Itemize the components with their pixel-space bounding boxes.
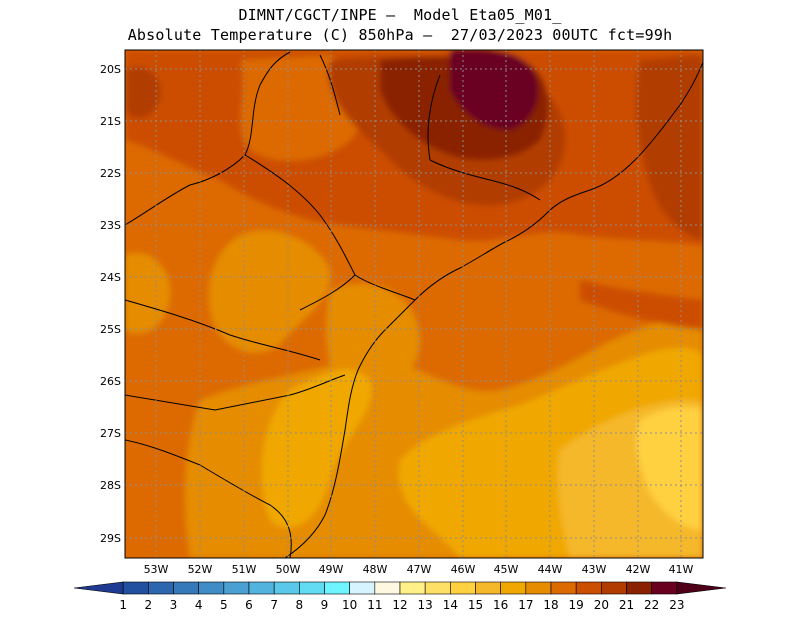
temperature-field bbox=[125, 50, 703, 558]
colorbar-label: 3 bbox=[170, 598, 178, 612]
colorbar-swatch bbox=[173, 581, 199, 595]
colorbar-swatch bbox=[324, 581, 350, 595]
colorbar-swatch bbox=[626, 581, 652, 595]
colorbar-swatch bbox=[525, 581, 552, 595]
lat-lon-grid bbox=[125, 50, 703, 558]
colorbar-label: 8 bbox=[296, 598, 304, 612]
lat-tick-20s: 20S bbox=[100, 63, 121, 76]
colorbar-label: 2 bbox=[145, 598, 153, 612]
chart-title-line1: DIMNT/CGCT/INPE – Model Eta05_M01_ bbox=[238, 6, 562, 24]
lon-tick-50w: 50W bbox=[276, 563, 301, 576]
lat-tick-25s: 25S bbox=[100, 323, 121, 336]
lon-tick-51w: 51W bbox=[232, 563, 257, 576]
lon-tick-49w: 49W bbox=[319, 563, 344, 576]
lat-tick-24s: 24S bbox=[100, 271, 121, 284]
colorbar-label: 17 bbox=[518, 598, 533, 612]
colorbar-swatch bbox=[550, 581, 577, 595]
lat-tick-29s: 29S bbox=[100, 532, 121, 545]
lat-tick-27s: 27S bbox=[100, 427, 121, 440]
lon-tick-52w: 52W bbox=[188, 563, 213, 576]
colorbar-label: 5 bbox=[220, 598, 228, 612]
colorbar-label: 18 bbox=[543, 598, 558, 612]
colorbar-label: 9 bbox=[321, 598, 329, 612]
lon-tick-43w: 43W bbox=[582, 563, 607, 576]
plot-frame bbox=[124, 49, 704, 559]
colorbar-label: 15 bbox=[468, 598, 483, 612]
colorbar-label: 4 bbox=[195, 598, 203, 612]
colorbar-label: 23 bbox=[669, 598, 684, 612]
colorbar-swatch bbox=[676, 581, 727, 595]
colorbar-swatch bbox=[424, 581, 451, 595]
lat-tick-28s: 28S bbox=[100, 479, 121, 492]
lat-tick-21s: 21S bbox=[100, 115, 121, 128]
colorbar-swatch bbox=[450, 581, 476, 595]
lon-tick-44w: 44W bbox=[538, 563, 563, 576]
colorbar-label: 10 bbox=[342, 598, 357, 612]
colorbar-swatch bbox=[475, 581, 501, 595]
lat-tick-26s: 26S bbox=[100, 375, 121, 388]
lon-tick-42w: 42W bbox=[626, 563, 651, 576]
colorbar-swatch bbox=[248, 581, 275, 595]
colorbar-swatch bbox=[148, 581, 174, 595]
colorbar-label: 7 bbox=[270, 598, 278, 612]
colorbar-swatch bbox=[601, 581, 627, 595]
lon-tick-41w: 41W bbox=[669, 563, 694, 576]
colorbar-label: 16 bbox=[493, 598, 508, 612]
lon-tick-45w: 45W bbox=[494, 563, 519, 576]
colorbar: 1 2 3 4 5 6 7 8 9 10 11 12 13 14 15 16 17 18 19 20 21 22 23 bbox=[73, 581, 727, 612]
colorbar-swatch bbox=[223, 581, 250, 595]
colorbar-label: 11 bbox=[367, 598, 382, 612]
colorbar-label: 14 bbox=[443, 598, 458, 612]
colorbar-swatch bbox=[399, 581, 426, 595]
lon-tick-47w: 47W bbox=[407, 563, 432, 576]
colorbar-swatch bbox=[500, 581, 527, 595]
colorbar-label: 20 bbox=[594, 598, 609, 612]
colorbar-swatch bbox=[73, 581, 124, 595]
colorbar-swatch bbox=[575, 581, 602, 595]
colorbar-label: 6 bbox=[245, 598, 253, 612]
colorbar-label: 13 bbox=[418, 598, 433, 612]
lat-tick-23s: 23S bbox=[100, 219, 121, 232]
colorbar-label: 12 bbox=[392, 598, 407, 612]
lat-tick-22s: 22S bbox=[100, 167, 121, 180]
lon-tick-46w: 46W bbox=[451, 563, 476, 576]
lon-tick-48w: 48W bbox=[363, 563, 388, 576]
colorbar-label: 21 bbox=[619, 598, 634, 612]
colorbar-label: 22 bbox=[644, 598, 659, 612]
lon-axis: 53W 52W 51W 50W 49W 48W 47W 46W 45W 44W … bbox=[144, 563, 694, 576]
colorbar-swatch bbox=[122, 581, 149, 595]
lon-tick-53w: 53W bbox=[144, 563, 169, 576]
colorbar-swatch bbox=[349, 581, 376, 595]
colorbar-swatch bbox=[273, 581, 300, 595]
colorbar-label: 1 bbox=[119, 598, 127, 612]
lat-axis: 20S 21S 22S 23S 24S 25S 26S 27S 28S 29S bbox=[100, 63, 121, 545]
colorbar-swatch bbox=[374, 581, 401, 595]
colorbar-swatch bbox=[198, 581, 225, 595]
chart-title-line2: Absolute Temperature (C) 850hPa – 27/03/… bbox=[127, 26, 673, 44]
colorbar-label: 19 bbox=[569, 598, 584, 612]
colorbar-swatch bbox=[651, 581, 678, 595]
colorbar-swatch bbox=[299, 581, 325, 595]
